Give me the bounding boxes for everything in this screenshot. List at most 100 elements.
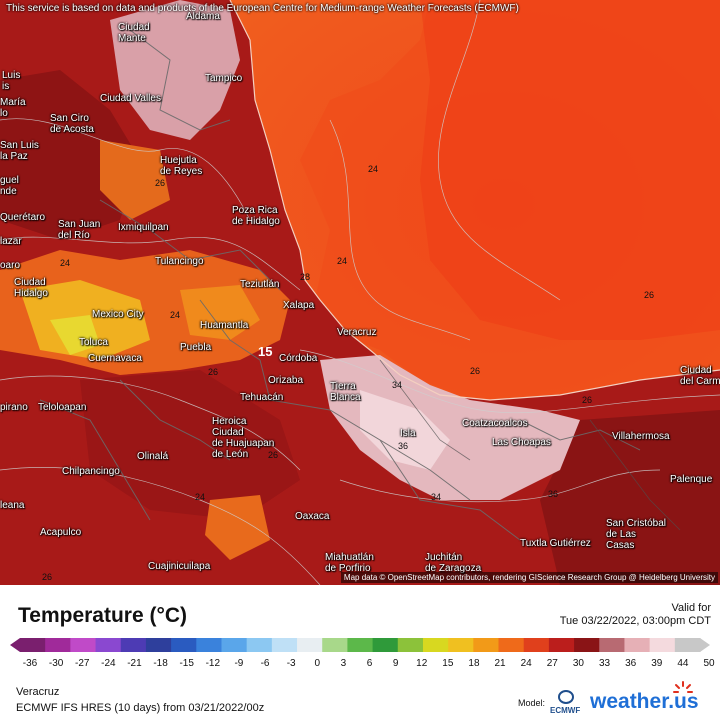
contour-label: 36	[548, 489, 559, 499]
city-oaro: oaro	[0, 260, 21, 271]
city-palenque: Palenque	[670, 474, 713, 485]
scale-swatch	[422, 638, 449, 652]
city-tuxtla: Tuxtla Gutiérrez	[520, 538, 591, 549]
contour-label: 26	[208, 367, 219, 377]
city-ciudad-mante: Ciudad Mante	[118, 22, 150, 44]
scale-swatch	[70, 638, 97, 652]
city-acapulco: Acapulco	[40, 527, 82, 538]
city-las-choapas: Las Choapas	[492, 437, 551, 448]
city-toluca: Toluca	[79, 337, 108, 348]
scale-swatch	[20, 638, 46, 652]
scale-tick-label: -27	[74, 658, 90, 669]
scale-tick-label: 6	[366, 658, 373, 669]
model-run-info: ECMWF IFS HRES (10 days) from 03/21/2022…	[16, 702, 265, 714]
city-cordoba: Córdoba	[279, 353, 318, 364]
scale-swatch	[448, 638, 474, 652]
city-poza-rica: Poza Rica de Hidalgo	[232, 205, 280, 227]
scale-swatch	[145, 638, 172, 652]
scale-tick-label: 9	[392, 658, 399, 669]
contour-label: 26	[470, 366, 481, 376]
hot-zone-north	[110, 0, 240, 140]
contour-label: 34	[431, 492, 442, 502]
city-tehuacan: Tehuacán	[240, 392, 284, 403]
ecmwf-disclaimer-banner: This service is based on data and produc…	[0, 0, 720, 18]
scale-swatch	[523, 638, 550, 652]
contour-label: 26	[155, 178, 166, 188]
contour-label: 26	[582, 395, 593, 405]
scale-tick-label: 30	[572, 658, 584, 669]
city-teloloapan: Teloloapan	[38, 402, 87, 413]
city-luis: Luis is	[2, 70, 21, 92]
scale-swatch	[548, 638, 575, 652]
city-chilpancingo: Chilpancingo	[62, 466, 120, 477]
city-tampico: Tampico	[205, 73, 243, 84]
hot-zone-isthmus	[320, 355, 580, 500]
scale-tick-label: 12	[416, 658, 428, 669]
scale-tick-label: 18	[468, 658, 480, 669]
scale-tick-label: -24	[101, 658, 116, 669]
temperature-map[interactable]: Aldama Ciudad Mante Tampico Luis is Marí…	[0, 0, 720, 585]
city-leana: leana	[0, 500, 25, 511]
city-aldama: Aldama	[186, 11, 220, 22]
contour-label: 34	[392, 380, 403, 390]
temperature-color-scale	[10, 638, 710, 652]
scale-tick-label: 27	[546, 658, 558, 669]
scale-tick-label: -15	[179, 658, 194, 669]
scale-tick-label: -3	[286, 658, 296, 669]
city-juchitan: Juchitán de Zaragoza	[425, 552, 482, 574]
city-xalapa: Xalapa	[283, 300, 315, 311]
city-huejutla: Huejutla de Reyes	[160, 155, 203, 177]
scale-swatch	[95, 638, 122, 652]
city-miguel: guel nde	[0, 175, 19, 197]
city-maria: María lo	[0, 97, 26, 119]
scale-swatch	[45, 638, 71, 652]
legend-title: Temperature (°C)	[18, 604, 188, 627]
scale-swatch	[574, 638, 600, 652]
city-cuernavaca: Cuernavaca	[88, 353, 142, 364]
city-huamantla: Huamantla	[200, 320, 249, 331]
contour-label: 26	[42, 572, 53, 582]
scale-tick-label: 33	[598, 658, 611, 669]
scale-swatch	[624, 638, 651, 652]
isotherm-lines	[0, 0, 720, 585]
city-orizaba: Orizaba	[268, 375, 304, 386]
city-isla: Isla	[400, 428, 416, 439]
scale-swatch	[322, 638, 348, 652]
city-san-luis-la-paz: San Luis la Paz	[0, 140, 39, 162]
scale-right-arrow	[700, 638, 710, 652]
state-borders	[39, 29, 641, 541]
weather-us-logo[interactable]: weather.us	[590, 690, 699, 713]
temperature-scale-ticks: -36 -30 -27 -24 -21 -18 -15 -12 -9 -6 -3 0 3 6 9 12 15 18…	[0, 658, 720, 672]
scale-tick-label: 50	[703, 658, 715, 669]
map-attribution[interactable]: Map data © OpenStreetMap contributors, r…	[340, 572, 718, 583]
contour-label: 24	[368, 164, 379, 174]
scale-swatch	[120, 638, 147, 652]
scale-swatch	[246, 638, 273, 652]
coastline	[229, 0, 720, 401]
city-san-juan-del-rio: San Juan del Río	[58, 219, 101, 241]
scale-swatch	[372, 638, 399, 652]
model-label: Model:	[518, 698, 546, 708]
city-oaxaca: Oaxaca	[295, 511, 330, 522]
city-ciudad-valles: Ciudad Valles	[100, 93, 161, 104]
city-san-ciro: San Ciro de Acosta	[50, 113, 94, 135]
contour-label: 36	[398, 441, 409, 451]
city-olinala: Olinalá	[137, 451, 169, 462]
city-tulancingo: Tulancingo	[155, 256, 204, 267]
contour-label: 28	[300, 272, 311, 282]
city-mexico-city: Mexico City	[92, 309, 144, 320]
map-canvas	[0, 0, 720, 585]
scale-tick-label: 3	[340, 658, 347, 669]
scale-tick-label: 15	[442, 658, 454, 669]
scale-swatch	[347, 638, 374, 652]
city-queretaro: Querétaro	[0, 212, 46, 223]
city-tierra-blanca: Tierra Blanca	[330, 381, 361, 403]
valid-time: Tue 03/22/2022, 03:00pm CDT	[559, 615, 711, 627]
ecmwf-logo[interactable]: ECMWF	[550, 690, 584, 718]
contour-label: 26	[268, 450, 279, 460]
scale-tick-label: -18	[153, 658, 168, 669]
banner-text: This service is based on data and produc…	[6, 3, 519, 14]
city-coatzacoalcos: Coatzacoalcos	[462, 418, 528, 429]
rivers	[379, 359, 681, 531]
valid-for-label: Valid for	[671, 602, 711, 614]
